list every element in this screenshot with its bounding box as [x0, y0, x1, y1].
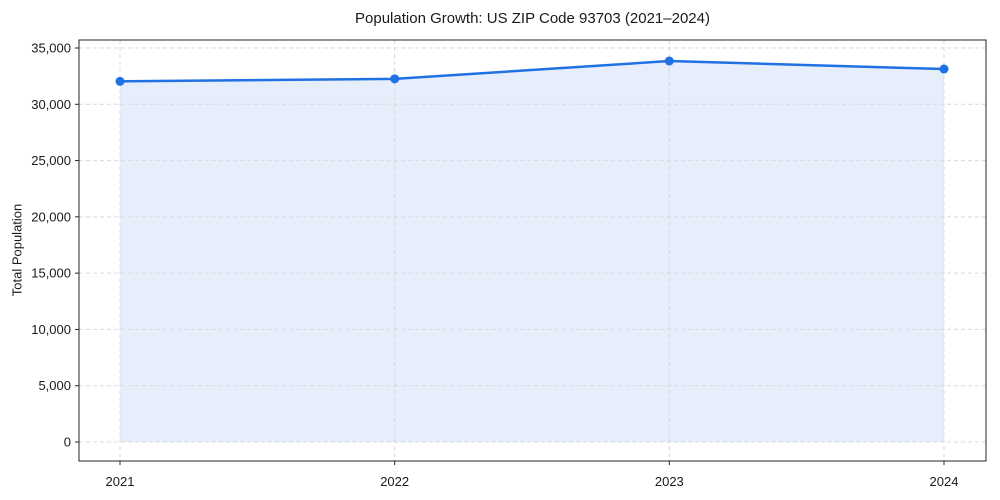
x-tick-label: 2023	[655, 474, 684, 489]
y-tick-label: 0	[64, 435, 71, 450]
y-tick-label: 30,000	[31, 97, 71, 112]
x-tick-label: 2022	[380, 474, 409, 489]
y-tick-label: 5,000	[38, 378, 71, 393]
data-point-2024	[939, 64, 949, 74]
y-tick-label: 15,000	[31, 266, 71, 281]
data-point-2022	[390, 74, 400, 84]
y-tick-label: 10,000	[31, 322, 71, 337]
area-fill	[120, 61, 944, 442]
trend-line	[118, 59, 946, 83]
x-tick-label: 2021	[106, 474, 135, 489]
chart-title: Population Growth: US ZIP Code 93703 (20…	[355, 10, 710, 27]
data-point-2023	[664, 56, 674, 66]
y-tick-label: 35,000	[31, 41, 71, 56]
y-tick-label: 25,000	[31, 153, 71, 168]
y-tick-label: 20,000	[31, 209, 71, 224]
x-tick-label: 2024	[930, 474, 959, 489]
data-point-2021	[115, 76, 125, 86]
plot-border	[78, 39, 987, 462]
